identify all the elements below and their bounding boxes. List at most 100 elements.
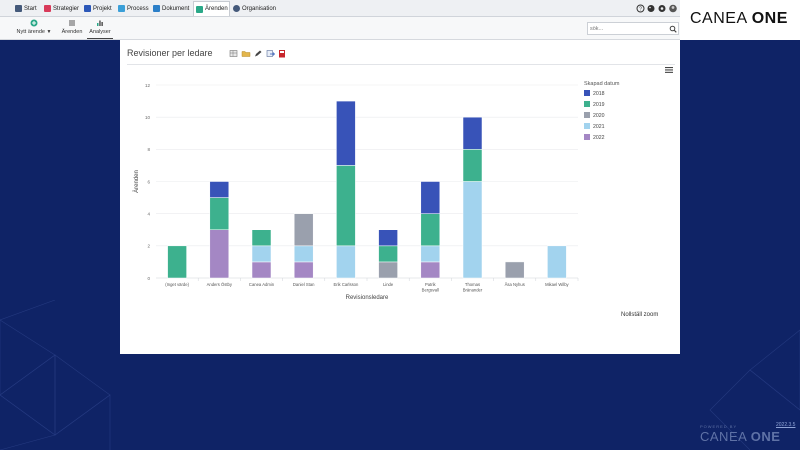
bar-segment[interactable]: [336, 245, 356, 279]
canea-one-logo: CANEA ONE: [690, 10, 788, 28]
x-tick-label: Mikael Wilby: [545, 282, 569, 287]
utility-icons: ?: [636, 4, 677, 13]
legend-item-label[interactable]: 2021: [593, 124, 605, 130]
organisation-icon: [233, 5, 240, 12]
bars-layer: [167, 100, 567, 279]
new-case-label: Nytt ärende: [16, 29, 45, 35]
bar-segment[interactable]: [293, 261, 314, 279]
logo-part1: CANEA: [690, 10, 747, 27]
bar-segment[interactable]: [251, 229, 272, 247]
legend-title: Skapad datum: [584, 81, 620, 87]
legend-item-label[interactable]: 2018: [593, 91, 605, 97]
footer-logo: CANEA ONE: [700, 429, 780, 444]
reset-zoom-button[interactable]: Nollställ zoom: [621, 312, 659, 318]
cases-button[interactable]: Ärenden: [60, 19, 84, 35]
footer-logo-part2: ONE: [750, 429, 781, 444]
nav-tab-process[interactable]: Process: [116, 1, 150, 16]
table-view-icon[interactable]: [229, 50, 238, 57]
divider: [127, 64, 675, 65]
bar-segment[interactable]: [420, 245, 441, 263]
bar-segment[interactable]: [462, 149, 483, 182]
bar-segment[interactable]: [547, 245, 567, 279]
bar-segment[interactable]: [251, 245, 272, 263]
bar-segment[interactable]: [378, 261, 398, 279]
bar-segment[interactable]: [378, 245, 398, 263]
toolbar: Nytt ärende ▼ Ärenden Analyser: [0, 17, 680, 40]
palette-icon[interactable]: [647, 5, 655, 12]
logo-part2: ONE: [751, 10, 788, 27]
nav-tab-strategier[interactable]: Strategier: [42, 1, 80, 16]
x-tick-label: Daniel Stan: [293, 282, 315, 287]
x-tick-label: (Inget värde): [165, 282, 189, 287]
nav-tab-start[interactable]: Start: [13, 1, 41, 16]
search-icon[interactable]: [669, 25, 677, 33]
bar-segment[interactable]: [293, 245, 314, 263]
legend-swatch[interactable]: [584, 134, 590, 140]
document-icon: [153, 5, 160, 12]
bar-segment[interactable]: [167, 245, 187, 279]
legend-item-label[interactable]: 2020: [593, 113, 605, 119]
home-icon: [15, 5, 22, 12]
bar-segment[interactable]: [378, 229, 398, 247]
version-link[interactable]: 2022.3.5: [776, 422, 796, 428]
search-input[interactable]: [590, 24, 666, 33]
nav-tab-organisation[interactable]: Organisation: [231, 1, 279, 16]
x-tick-label: Patrik: [425, 282, 437, 287]
bar-segment[interactable]: [209, 229, 230, 279]
x-tick-label: Linde: [383, 282, 394, 287]
bar-segment[interactable]: [462, 116, 483, 150]
chevron-down-icon: ▼: [46, 29, 52, 35]
nav-tab-projekt[interactable]: Projekt: [82, 1, 114, 16]
bar-chart-icon: [97, 20, 103, 26]
user-avatar-icon[interactable]: [669, 4, 677, 13]
y-tick-label: 2: [147, 244, 150, 249]
new-case-button[interactable]: Nytt ärende ▼: [14, 19, 54, 35]
export-icon[interactable]: [266, 50, 275, 57]
gear-icon[interactable]: [658, 5, 666, 12]
help-icon[interactable]: ?: [636, 4, 645, 13]
legend-swatch[interactable]: [584, 101, 590, 107]
y-tick-label: 6: [147, 179, 150, 184]
bar-segment[interactable]: [336, 165, 356, 247]
edit-pencil-icon[interactable]: [255, 50, 262, 57]
axis-layer: 0 2 4 6 8 10 12 (Inget värde) Anders Östby Canea …: [145, 83, 579, 293]
nav-tab-arenden[interactable]: Ärenden: [193, 1, 230, 16]
cases-icon: [196, 5, 203, 13]
y-tick-label: 10: [145, 115, 151, 120]
legend-swatch[interactable]: [584, 123, 590, 129]
bar-segment[interactable]: [209, 197, 230, 230]
nav-tab-label: Strategier: [53, 5, 80, 12]
hamburger-menu-icon[interactable]: [664, 66, 674, 74]
legend: Skapad datum 2018 2019 2020 2021 2022: [584, 81, 620, 141]
legend-item-label[interactable]: 2022: [593, 135, 605, 141]
nav-tab-label: Start: [24, 5, 37, 12]
legend-swatch[interactable]: [584, 90, 590, 96]
bar-segment[interactable]: [420, 181, 441, 214]
bar-segment[interactable]: [209, 181, 230, 198]
stacked-bar-chart: 0 2 4 6 8 10 12 (Inget värde) Anders Östby Canea …: [133, 81, 620, 301]
svg-text:?: ?: [639, 7, 642, 13]
x-tick-label: Erik Carlsson: [333, 282, 359, 287]
powered-by-label: POWERED BY: [700, 424, 738, 429]
process-icon: [118, 5, 125, 12]
bar-segment[interactable]: [293, 213, 314, 247]
nav-tab-dokument[interactable]: Dokument: [151, 1, 191, 16]
pdf-icon[interactable]: [279, 50, 285, 58]
strategy-icon: [44, 5, 51, 12]
search-box[interactable]: [587, 22, 679, 35]
analyses-tab[interactable]: Analyser: [87, 19, 113, 39]
legend-swatch[interactable]: [584, 112, 590, 118]
bar-segment[interactable]: [462, 181, 483, 279]
bar-segment[interactable]: [251, 261, 272, 279]
bar-segment[interactable]: [336, 100, 356, 166]
add-case-icon: [30, 19, 38, 27]
bar-segment[interactable]: [420, 213, 441, 247]
analyses-label: Analyser: [89, 29, 111, 35]
folder-icon[interactable]: [241, 51, 251, 57]
legend-item-label[interactable]: 2019: [593, 102, 605, 108]
x-tick-label: Bergsvall: [422, 288, 439, 293]
x-tick-label: Anders Östby: [207, 282, 233, 287]
bar-segment[interactable]: [420, 261, 441, 279]
bar-segment[interactable]: [504, 261, 525, 279]
nav-tab-label: Process: [127, 5, 149, 12]
